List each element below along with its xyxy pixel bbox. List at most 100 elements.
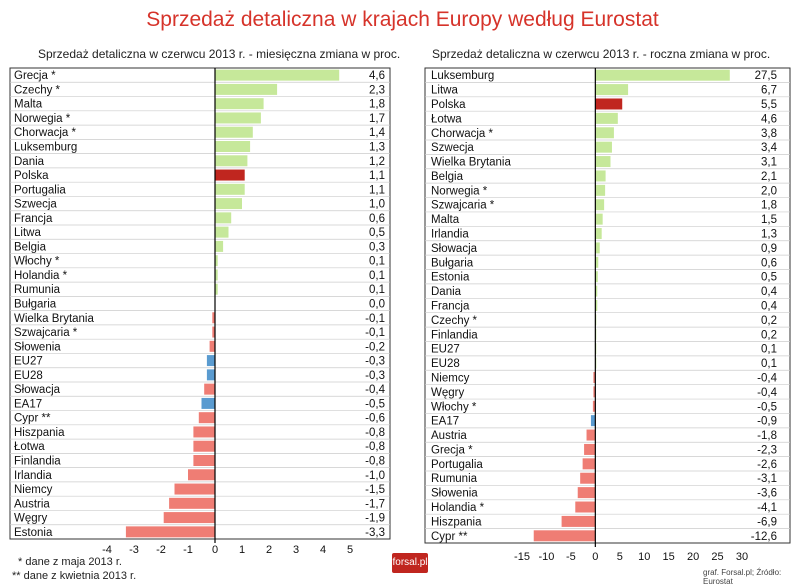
yearly-label-słowacja: Słowacja xyxy=(431,243,478,255)
yearly-label-francja: Francja xyxy=(431,301,470,313)
monthly-label-niemcy: Niemcy xyxy=(14,484,53,496)
yearly-value-słowacja: 0,9 xyxy=(761,243,777,255)
monthly-value-bułgaria: 0,0 xyxy=(369,299,385,311)
monthly-bar-malta xyxy=(215,98,264,110)
monthly-value-luksemburg: 1,3 xyxy=(369,142,385,154)
yearly-tick-20: 20 xyxy=(687,551,699,563)
yearly-value-węgry: -0,4 xyxy=(757,387,777,399)
monthly-tick-1: 1 xyxy=(239,544,245,556)
yearly-frame xyxy=(424,67,791,544)
yearly-value-austria: -1,8 xyxy=(757,430,777,442)
monthly-label-polska: Polska xyxy=(14,170,49,182)
monthly-value-estonia: -3,3 xyxy=(365,527,385,539)
yearly-tick--10: -10 xyxy=(538,551,554,563)
monthly-label-portugalia: Portugalia xyxy=(14,184,66,196)
monthly-value-francja: 0,6 xyxy=(369,213,385,225)
yearly-bar-dania xyxy=(595,285,598,297)
yearly-label-portugalia: Portugalia xyxy=(431,459,483,471)
yearly-value-malta: 1,5 xyxy=(761,214,777,226)
yearly-tick-10: 10 xyxy=(638,551,650,563)
yearly-label-norwegia: Norwegia * xyxy=(431,185,488,197)
monthly-label-rumunia: Rumunia xyxy=(14,284,61,296)
yearly-bar-austria xyxy=(586,429,596,441)
yearly-label-finlandia: Finlandia xyxy=(431,329,478,341)
yearly-value-rumunia: -3,1 xyxy=(757,473,777,485)
yearly-value-finlandia: 0,2 xyxy=(761,329,777,341)
yearly-tick--15: -15 xyxy=(514,551,530,563)
monthly-bar-wielka-brytania xyxy=(212,312,215,324)
monthly-tick-3: 3 xyxy=(293,544,299,556)
yearly-bar-litwa xyxy=(595,84,629,96)
yearly-label-hiszpania: Hiszpania xyxy=(431,516,482,528)
yearly-value-szwajcaria: 1,8 xyxy=(761,200,777,212)
monthly-bar-austria xyxy=(169,497,215,509)
monthly-value-wielka-brytania: -0,1 xyxy=(365,313,385,325)
monthly-bar-czechy xyxy=(215,83,278,95)
yearly-value-eu28: 0,1 xyxy=(761,358,777,370)
yearly-label-szwajcaria: Szwajcaria * xyxy=(431,200,495,212)
monthly-value-hiszpania: -0,8 xyxy=(365,427,385,439)
yearly-tick-25: 25 xyxy=(711,551,723,563)
monthly-value-niemcy: -1,5 xyxy=(365,484,385,496)
yearly-bar-słowacja xyxy=(595,242,600,254)
yearly-bar-bułgaria xyxy=(595,256,599,268)
yearly-label-węgry: Węgry xyxy=(431,387,464,399)
monthly-bar-szwecja xyxy=(215,198,242,210)
monthly-value-irlandia: -1,0 xyxy=(365,470,385,482)
yearly-label-eu28: EU28 xyxy=(431,358,460,370)
monthly-label-włochy: Włochy * xyxy=(14,256,60,268)
monthly-value-węgry: -1,9 xyxy=(365,513,385,525)
yearly-tick-15: 15 xyxy=(663,551,675,563)
yearly-bar-estonia xyxy=(595,271,598,283)
monthly-tick--3: -3 xyxy=(129,544,139,556)
monthly-label-eu27: EU27 xyxy=(14,356,43,368)
yearly-label-estonia: Estonia xyxy=(431,272,470,284)
yearly-value-wielka-brytania: 3,1 xyxy=(761,157,777,169)
yearly-tick-5: 5 xyxy=(617,551,623,563)
monthly-value-portugalia: 1,1 xyxy=(369,184,385,196)
yearly-value-belgia: 2,1 xyxy=(761,171,777,183)
monthly-tick-5: 5 xyxy=(347,544,353,556)
yearly-label-chorwacja: Chorwacja * xyxy=(431,128,494,140)
monthly-label-luksemburg: Luksemburg xyxy=(14,142,77,154)
yearly-bar-wielka-brytania xyxy=(595,156,611,168)
monthly-bar-łotwa xyxy=(193,440,215,452)
monthly-value-litwa: 0,5 xyxy=(369,227,385,239)
monthly-label-wielka-brytania: Wielka Brytania xyxy=(14,313,94,325)
yearly-label-czechy: Czechy * xyxy=(431,315,478,327)
monthly-label-dania: Dania xyxy=(14,156,45,168)
monthly-bar-dania xyxy=(215,155,248,167)
monthly-value-polska: 1,1 xyxy=(369,170,385,182)
monthly-label-grecja: Grecja * xyxy=(14,70,56,82)
monthly-value-dania: 1,2 xyxy=(369,156,385,168)
monthly-tick--1: -1 xyxy=(183,544,193,556)
monthly-bar-cypr xyxy=(198,412,215,424)
yearly-value-litwa: 6,7 xyxy=(761,85,777,97)
yearly-bar-łotwa xyxy=(595,112,618,124)
yearly-bar-malta xyxy=(595,213,603,225)
monthly-tick-0: 0 xyxy=(212,544,218,556)
yearly-label-dania: Dania xyxy=(431,286,462,298)
yearly-bar-węgry xyxy=(593,386,596,398)
monthly-value-malta: 1,8 xyxy=(369,99,385,111)
yearly-value-szwecja: 3,4 xyxy=(761,142,778,154)
monthly-value-czechy: 2,3 xyxy=(369,84,385,96)
monthly-bar-finlandia xyxy=(193,455,215,466)
monthly-label-estonia: Estonia xyxy=(14,527,53,539)
monthly-bar-szwajcaria xyxy=(212,326,215,338)
yearly-bar-ea17 xyxy=(590,415,596,427)
yearly-label-łotwa: Łotwa xyxy=(431,113,462,125)
yearly-label-bułgaria: Bułgaria xyxy=(431,257,474,269)
yearly-label-polska: Polska xyxy=(431,99,466,111)
yearly-value-czechy: 0,2 xyxy=(761,315,777,327)
monthly-bar-irlandia xyxy=(188,469,215,481)
monthly-label-francja: Francja xyxy=(14,213,53,225)
yearly-bar-holandia xyxy=(575,501,596,513)
monthly-label-szwecja: Szwecja xyxy=(14,199,57,211)
monthly-bar-litwa xyxy=(215,226,229,238)
yearly-label-eu27: EU27 xyxy=(431,344,460,356)
left-chart-subtitle: Sprzedaż detaliczna w czerwcu 2013 r. - … xyxy=(38,47,401,61)
right-chart-subtitle: Sprzedaż detaliczna w czerwcu 2013 r. - … xyxy=(432,47,771,61)
yearly-value-luksemburg: 27,5 xyxy=(755,70,777,82)
